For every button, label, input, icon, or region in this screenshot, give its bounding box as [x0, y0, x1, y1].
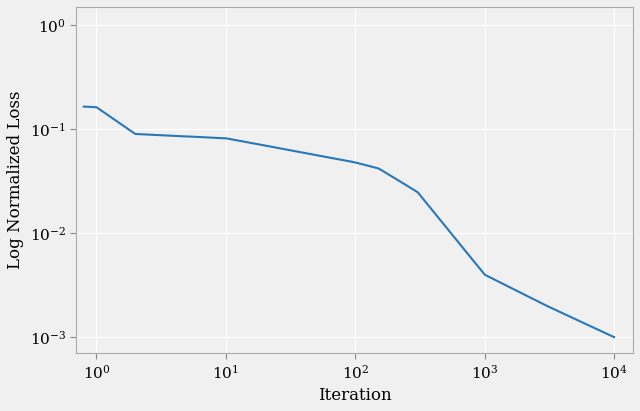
Y-axis label: Log Normalized Loss: Log Normalized Loss	[7, 91, 24, 269]
X-axis label: Iteration: Iteration	[318, 387, 392, 404]
